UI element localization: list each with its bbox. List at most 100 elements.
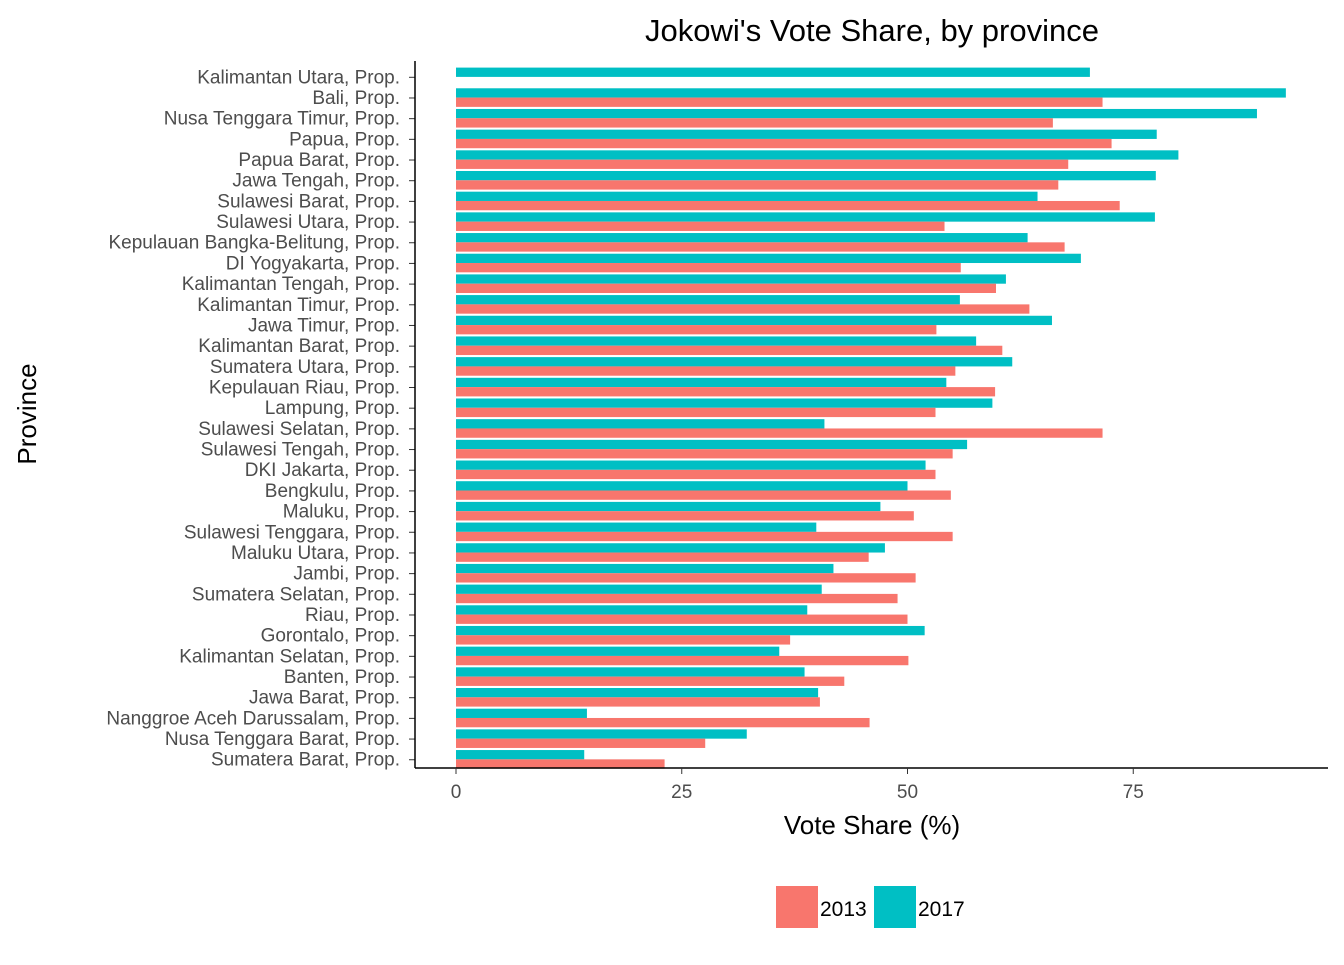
bar-2013-sulawesi-tenggara-prop <box>456 531 953 542</box>
category-label-bengkulu-prop: Bengkulu, Prop. <box>265 481 400 502</box>
bar-2013-jawa-tengah-prop <box>456 180 1059 190</box>
category-label-kalimantan-tengah-prop: Kalimantan Tengah, Prop. <box>182 274 400 295</box>
category-label-kalimantan-selatan-prop: Kalimantan Selatan, Prop. <box>179 646 400 667</box>
bar-2013-kepulauan-bangka-belitung-prop <box>456 242 1065 252</box>
legend-key-2013 <box>776 886 818 928</box>
category-labels: Kalimantan Utara, Prop.Bali, Prop.Nusa T… <box>106 67 415 771</box>
bar-2017-gorontalo-prop <box>456 625 925 636</box>
bar-2013-sulawesi-tengah-prop <box>456 449 953 459</box>
category-label-nusa-tenggara-timur-prop: Nusa Tenggara Timur, Prop. <box>164 109 400 130</box>
bar-2013-kalimantan-barat-prop <box>456 345 1003 356</box>
bar-2013-jawa-timur-prop <box>456 325 937 335</box>
bar-2017-kalimantan-timur-prop <box>456 295 960 305</box>
bar-2013-nanggroe-aceh-darussalam-prop <box>456 717 870 728</box>
legend-label-2013: 2013 <box>820 898 867 921</box>
x-tick-label-75: 75 <box>1123 782 1144 803</box>
bar-2017-di-yogyakarta-prop <box>456 253 1081 264</box>
x-tick-label-50: 50 <box>897 782 918 803</box>
bar-2013-nusa-tenggara-timur-prop <box>456 118 1053 128</box>
bar-2017-jawa-timur-prop <box>456 315 1052 326</box>
bar-2017-kalimantan-tengah-prop <box>456 274 1006 284</box>
bar-2017-bali-prop <box>456 88 1286 98</box>
category-label-bali-prop: Bali, Prop. <box>312 88 400 109</box>
category-label-sumatera-barat-prop: Sumatera Barat, Prop. <box>211 750 400 771</box>
bar-2017-sulawesi-tengah-prop <box>456 439 968 450</box>
category-label-jawa-tengah-prop: Jawa Tengah, Prop. <box>232 171 400 192</box>
bar-2017-kalimantan-barat-prop <box>456 336 977 346</box>
bar-2013-maluku-utara-prop <box>456 552 869 562</box>
bar-2017-nusa-tenggara-timur-prop <box>456 108 1257 119</box>
bar-2017-bengkulu-prop <box>456 481 908 491</box>
category-label-sulawesi-utara-prop: Sulawesi Utara, Prop. <box>216 212 400 233</box>
category-label-jawa-timur-prop: Jawa Timur, Prop. <box>248 315 400 336</box>
bar-2013-sumatera-selatan-prop <box>456 593 898 604</box>
bar-2013-kalimantan-timur-prop <box>456 304 1030 314</box>
category-label-sumatera-utara-prop: Sumatera Utara, Prop. <box>210 357 400 378</box>
x-tick-label-25: 25 <box>671 782 692 803</box>
category-label-kepulauan-bangka-belitung-prop: Kepulauan Bangka-Belitung, Prop. <box>108 233 400 254</box>
bar-2017-papua-barat-prop <box>456 150 1179 160</box>
bar-2017-dki-jakarta-prop <box>456 460 926 470</box>
legend-label-2017: 2017 <box>918 898 965 921</box>
category-label-di-yogyakarta-prop: DI Yogyakarta, Prop. <box>226 253 400 274</box>
bar-2017-nusa-tenggara-barat-prop <box>456 729 747 739</box>
category-label-sulawesi-selatan-prop: Sulawesi Selatan, Prop. <box>198 419 400 440</box>
category-label-nanggroe-aceh-darussalam-prop: Nanggroe Aceh Darussalam, Prop. <box>106 708 400 729</box>
category-label-sulawesi-barat-prop: Sulawesi Barat, Prop. <box>217 191 400 212</box>
bar-2017-jawa-tengah-prop <box>456 171 1156 181</box>
bar-2013-bali-prop <box>456 97 1103 107</box>
bar-2013-riau-prop <box>456 614 908 624</box>
bar-2017-riau-prop <box>456 605 808 615</box>
bar-2013-kalimantan-tengah-prop <box>456 283 996 293</box>
bar-2013-papua-prop <box>456 138 1112 149</box>
x-axis-title: Vote Share (%) <box>784 810 960 840</box>
bar-2013-gorontalo-prop <box>456 635 791 645</box>
category-label-dki-jakarta-prop: DKI Jakarta, Prop. <box>245 460 400 481</box>
bar-2017-jambi-prop <box>456 563 834 574</box>
bar-2017-sumatera-selatan-prop <box>456 584 822 594</box>
bar-2017-sumatera-utara-prop <box>456 357 1013 367</box>
category-label-kalimantan-utara-prop: Kalimantan Utara, Prop. <box>197 67 400 88</box>
bar-2017-jawa-barat-prop <box>456 688 819 698</box>
category-label-lampung-prop: Lampung, Prop. <box>265 398 400 419</box>
bar-2013-jambi-prop <box>456 573 916 583</box>
bar-2017-kepulauan-riau-prop <box>456 377 947 388</box>
bar-2017-kalimantan-utara-prop <box>456 67 1090 77</box>
bar-2017-lampung-prop <box>456 398 993 408</box>
bar-2013-sumatera-utara-prop <box>456 366 956 376</box>
bar-2017-kepulauan-bangka-belitung-prop <box>456 233 1028 243</box>
chart-title: Jokowi's Vote Share, by province <box>645 13 1099 48</box>
bar-2017-papua-prop <box>456 129 1157 139</box>
bar-2013-lampung-prop <box>456 407 936 418</box>
bars-layer <box>456 67 1286 769</box>
category-label-sulawesi-tenggara-prop: Sulawesi Tenggara, Prop. <box>184 522 400 543</box>
bar-2013-jawa-barat-prop <box>456 697 820 707</box>
category-label-nusa-tenggara-barat-prop: Nusa Tenggara Barat, Prop. <box>165 729 400 750</box>
legend: 2013 2017 <box>776 886 965 928</box>
category-label-kalimantan-timur-prop: Kalimantan Timur, Prop. <box>197 295 400 316</box>
category-label-maluku-prop: Maluku, Prop. <box>283 502 400 523</box>
bar-2013-sulawesi-utara-prop <box>456 221 945 231</box>
category-label-gorontalo-prop: Gorontalo, Prop. <box>261 626 400 647</box>
bar-2017-maluku-prop <box>456 501 881 512</box>
bar-2013-banten-prop <box>456 676 845 686</box>
bar-2013-bengkulu-prop <box>456 490 951 500</box>
bar-2013-kalimantan-selatan-prop <box>456 655 909 666</box>
bar-2017-sumatera-barat-prop <box>456 750 585 760</box>
bar-2013-dki-jakarta-prop <box>456 469 936 480</box>
category-label-sumatera-selatan-prop: Sumatera Selatan, Prop. <box>192 584 400 605</box>
category-label-jawa-barat-prop: Jawa Barat, Prop. <box>249 688 400 709</box>
category-label-kepulauan-riau-prop: Kepulauan Riau, Prop. <box>209 378 400 399</box>
category-label-papua-barat-prop: Papua Barat, Prop. <box>238 150 400 171</box>
bar-2013-papua-barat-prop <box>456 159 1069 169</box>
category-label-papua-prop: Papua, Prop. <box>289 129 400 150</box>
category-label-maluku-utara-prop: Maluku Utara, Prop. <box>231 543 400 564</box>
bar-2013-maluku-prop <box>456 511 914 521</box>
bar-2013-nusa-tenggara-barat-prop <box>456 738 706 748</box>
bar-2017-nanggroe-aceh-darussalam-prop <box>456 708 587 718</box>
category-label-kalimantan-barat-prop: Kalimantan Barat, Prop. <box>198 336 400 357</box>
bar-2017-sulawesi-barat-prop <box>456 191 1038 201</box>
category-label-jambi-prop: Jambi, Prop. <box>293 564 400 585</box>
y-axis-title: Province <box>12 363 42 464</box>
